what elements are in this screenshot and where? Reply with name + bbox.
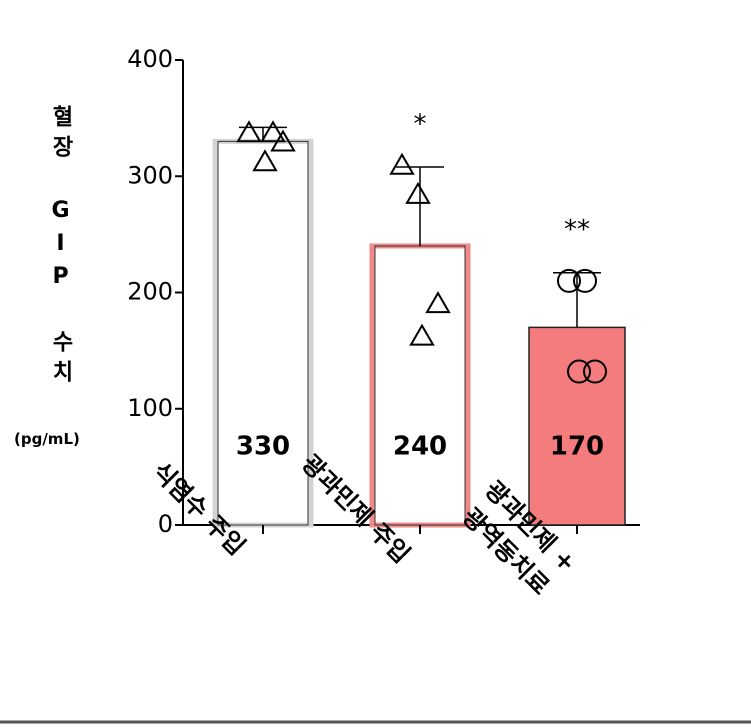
data-point (260, 120, 286, 143)
data-point (389, 152, 415, 175)
data-point (425, 291, 451, 314)
y-tick-label: 200 (127, 278, 173, 306)
y-tick-label: 300 (127, 161, 173, 189)
data-point (557, 268, 581, 293)
y-tick-label: 400 (127, 45, 173, 73)
y-axis-label: 혈장 GIP 수치 (48, 105, 73, 390)
bar (528, 326, 626, 526)
y-tick-label: 100 (127, 394, 173, 422)
value-label: 330 (236, 432, 290, 462)
bar (212, 138, 314, 528)
y-axis-unit: (pg/mL) (14, 430, 80, 448)
significance: * (414, 109, 427, 139)
data-point (252, 149, 278, 172)
data-point (405, 181, 431, 204)
data-point (236, 120, 262, 143)
data-point (573, 268, 597, 293)
data-point (270, 129, 296, 152)
data-point (567, 359, 591, 384)
bar (369, 243, 471, 528)
value-label: 170 (550, 432, 604, 462)
significance: ** (564, 215, 590, 245)
y-tick-label: 0 (158, 510, 173, 538)
data-point (583, 359, 607, 384)
data-point (409, 323, 435, 346)
value-label: 240 (393, 432, 447, 462)
